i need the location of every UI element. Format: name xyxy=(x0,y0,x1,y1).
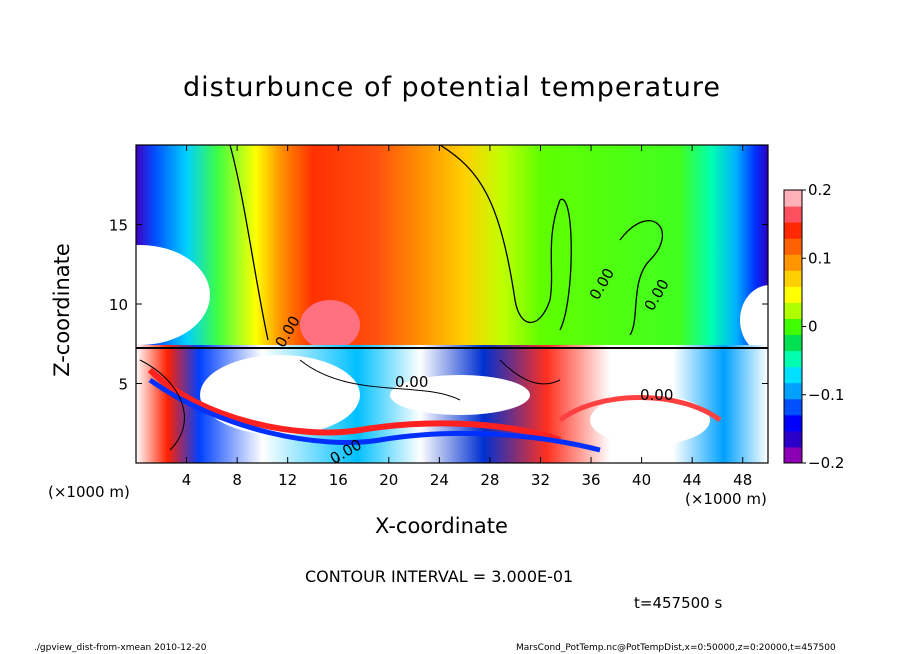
colorbar-ticks: 0.2 0.1 0 −0.1 −0.2 xyxy=(802,181,844,472)
y-axis: 5 10 15 xyxy=(109,217,768,394)
colorbar-tick-label: 0 xyxy=(808,318,818,336)
x-tick-label: 24 xyxy=(430,471,449,489)
colorbar-tick-label: 0.1 xyxy=(808,249,832,267)
colorbar-swatch xyxy=(784,350,802,368)
time-label: t=457500 s xyxy=(634,594,723,612)
footer-left: ./gpview_dist-from-xmean 2010-12-20 xyxy=(34,643,207,653)
x-tick-label: 16 xyxy=(329,471,348,489)
colorbar-swatch xyxy=(784,254,802,271)
colorbar-swatch xyxy=(784,446,802,464)
footer-right: MarsCond_PotTemp.nc@PotTempDist,x=0:5000… xyxy=(516,643,836,653)
contour-interval: CONTOUR INTERVAL = 3.000E-01 xyxy=(305,567,574,586)
colorbar-swatch xyxy=(784,382,802,400)
colorbar-swatch xyxy=(784,414,802,432)
colorbar-swatch xyxy=(784,318,802,336)
colorbar-swatch xyxy=(784,430,802,448)
contour-line-3 xyxy=(559,199,572,331)
blue-band xyxy=(148,377,601,453)
white-blob-3 xyxy=(590,395,710,445)
x-tick-label: 8 xyxy=(232,471,242,489)
x-tick-label: 36 xyxy=(581,471,600,489)
x-unit-right: (×1000 m) xyxy=(685,490,767,508)
contour-line-1 xyxy=(229,145,269,341)
colorbar-swatch xyxy=(784,302,802,319)
x-axis: 4 8 12 16 20 24 28 32 36 40 44 48 xyxy=(182,145,752,489)
x-unit-left: (×1000 m) xyxy=(48,483,130,501)
contour-label: 0.00 xyxy=(640,386,673,404)
pink-patch xyxy=(300,300,360,350)
y-tick-label: 10 xyxy=(109,296,128,314)
colorbar-swatch xyxy=(784,238,802,255)
red-band-2 xyxy=(558,395,722,423)
x-tick-label: 32 xyxy=(531,471,550,489)
contour-lower-lines xyxy=(139,359,561,451)
white-blob-1 xyxy=(200,355,360,435)
x-tick-label: 12 xyxy=(278,471,297,489)
colorbar-swatch xyxy=(784,206,802,223)
x-tick-label: 20 xyxy=(379,471,398,489)
colorbar-swatch xyxy=(784,190,802,207)
upper-field xyxy=(136,145,768,350)
colorbar xyxy=(784,190,802,464)
colorbar-tick-label: 0.2 xyxy=(808,181,832,199)
y-axis-label: Z-coordinate xyxy=(50,243,74,377)
x-axis-label: X-coordinate xyxy=(375,514,508,538)
colorbar-swatch xyxy=(784,334,802,352)
white-region-left xyxy=(136,245,210,345)
x-tick-label: 4 xyxy=(182,471,192,489)
x-tick-label: 44 xyxy=(683,471,702,489)
chart-title: disturbunce of potential temperature xyxy=(183,72,721,103)
contour-label: 0.00 xyxy=(395,373,428,391)
colorbar-swatch xyxy=(784,222,802,239)
red-band xyxy=(147,367,561,443)
white-blob-2 xyxy=(390,375,530,415)
colorbar-swatch xyxy=(784,270,802,287)
colorbar-tick-label: −0.1 xyxy=(808,386,844,404)
colorbar-tick-label: −0.2 xyxy=(808,454,844,472)
contour-line-2 xyxy=(439,145,561,324)
contour-line-4 xyxy=(619,220,663,336)
x-tick-label: 48 xyxy=(733,471,752,489)
white-region-right xyxy=(740,285,768,355)
x-tick-label: 28 xyxy=(480,471,499,489)
colorbar-swatch xyxy=(784,286,802,303)
colorbar-swatch xyxy=(784,366,802,384)
x-tick-label: 40 xyxy=(632,471,651,489)
y-tick-label: 15 xyxy=(109,217,128,235)
y-tick-label: 5 xyxy=(118,376,128,394)
heatmap-field xyxy=(136,145,768,463)
colorbar-swatch xyxy=(784,398,802,416)
